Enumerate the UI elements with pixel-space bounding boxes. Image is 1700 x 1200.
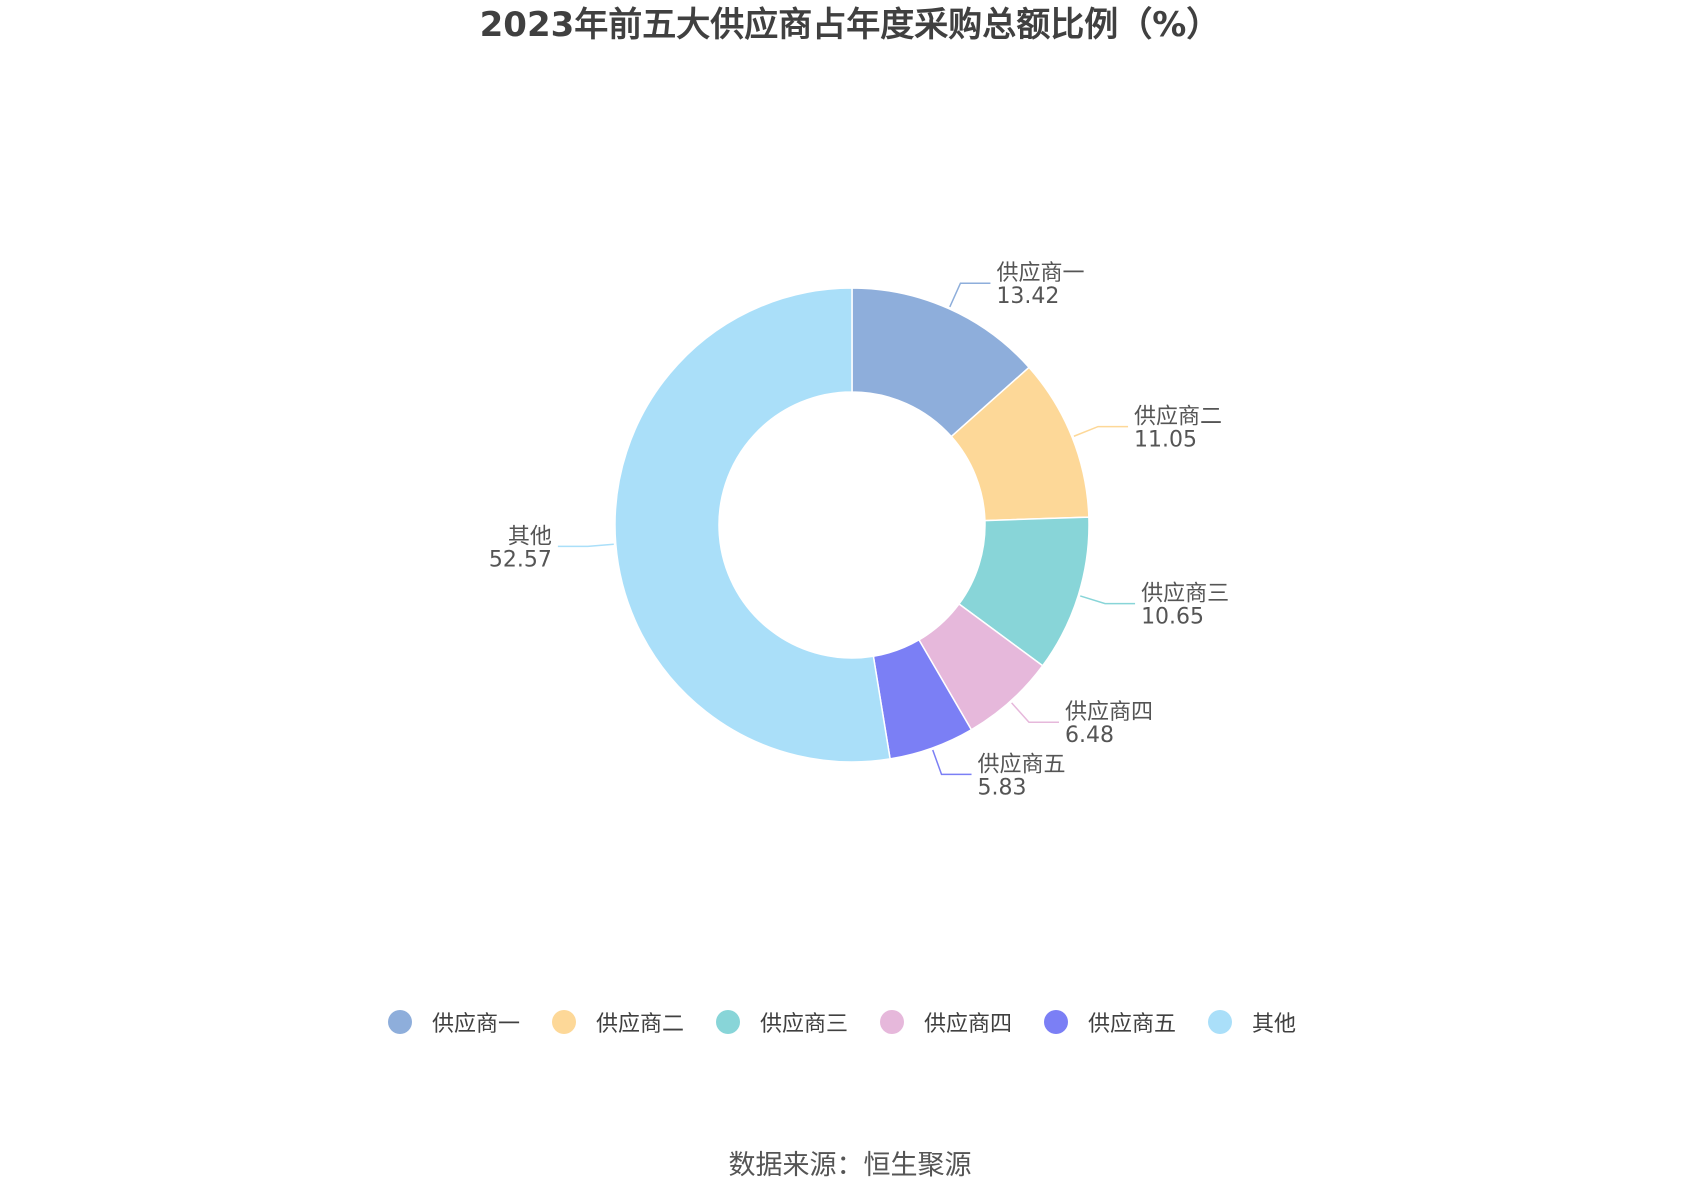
- slice-label-name-5: 供应商五: [978, 752, 1066, 777]
- chart-title: 2023年前五大供应商占年度采购总额比例（%）: [479, 5, 1221, 45]
- legend-label: 供应商一: [431, 1012, 520, 1037]
- legend-label: 供应商三: [759, 1012, 848, 1037]
- data-source-note: 数据来源：恒生聚源: [728, 1150, 972, 1181]
- chart-data-labels: 供应商一13.42供应商二11.05供应商三10.65供应商四6.48供应商五5…: [489, 261, 1229, 800]
- leader-line-1: [949, 282, 991, 308]
- leader-line-3: [1080, 595, 1136, 605]
- leader-line-4: [1011, 702, 1059, 723]
- leader-line-2: [1073, 425, 1129, 437]
- legend-marker-icon: [551, 1010, 576, 1034]
- legend-item-2[interactable]: 供应商二: [551, 1006, 700, 1038]
- legend-label: 其他: [1252, 1012, 1297, 1037]
- leader-line-5: [932, 749, 972, 776]
- legend-item-6[interactable]: 其他: [1208, 1006, 1312, 1038]
- slice-label-name-3: 供应商三: [1141, 582, 1229, 607]
- slice-label-name-6: 其他: [508, 524, 552, 549]
- legend-item-3[interactable]: 供应商三: [715, 1006, 864, 1038]
- leader-line-6: [557, 543, 614, 548]
- legend-marker-icon: [880, 1010, 904, 1034]
- slice-label-name-2: 供应商二: [1134, 405, 1222, 430]
- legend-label: 供应商二: [595, 1012, 684, 1037]
- slice-label-value-2: 11.05: [1134, 428, 1197, 453]
- chart-legend: 供应商一 供应商二 供应商三 供应商四 供应商五 其他: [0, 1002, 1700, 1042]
- legend-marker-icon: [715, 1010, 740, 1034]
- slice-label-name-4: 供应商四: [1065, 700, 1153, 725]
- pie-slice-6: [614, 287, 891, 763]
- legend-label: 供应商五: [1088, 1012, 1177, 1037]
- chart-slices: [614, 287, 1090, 763]
- legend-label: 供应商四: [924, 1012, 1013, 1037]
- slice-label-value-5: 5.83: [978, 775, 1027, 800]
- slice-label-value-3: 10.65: [1141, 605, 1204, 630]
- legend-item-1[interactable]: 供应商一: [387, 1006, 536, 1038]
- slice-label-name-1: 供应商一: [996, 261, 1084, 286]
- legend-item-5[interactable]: 供应商五: [1044, 1006, 1192, 1038]
- slice-label-value-4: 6.48: [1065, 723, 1114, 748]
- slice-label-value-6: 52.57: [489, 547, 552, 572]
- legend-marker-icon: [1044, 1010, 1069, 1034]
- slice-label-value-1: 13.42: [996, 284, 1059, 309]
- legend-marker-icon: [1208, 1010, 1233, 1034]
- legend-item-4[interactable]: 供应商四: [880, 1006, 1028, 1038]
- legend-marker-icon: [387, 1010, 412, 1034]
- chart-leader-lines: [557, 282, 1136, 776]
